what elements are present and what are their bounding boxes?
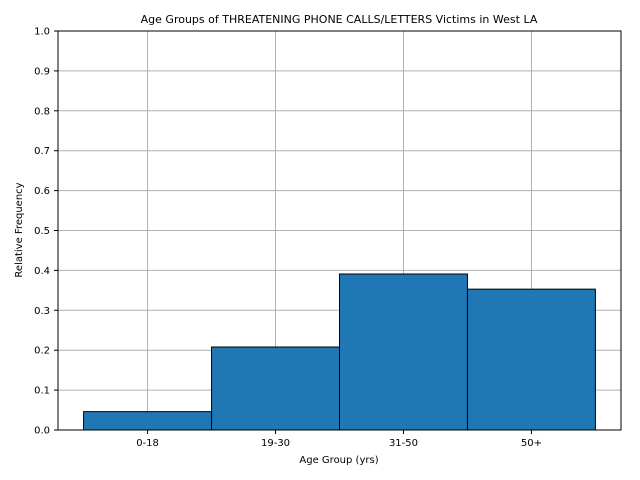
y-tick-label: 0.6: [34, 186, 50, 197]
y-tick-label: 0.9: [34, 66, 50, 77]
bar: [339, 273, 468, 431]
x-tick-label: 19-30: [261, 438, 290, 449]
y-tick-label: 0.0: [34, 426, 50, 437]
chart-title: Age Groups of THREATENING PHONE CALLS/LE…: [141, 13, 538, 26]
y-tick-label: 0.1: [34, 386, 50, 397]
y-axis: 0.0 0.1 0.2 0.3 0.4 0.5 0.6 0.7 0.8 0.9 1.0: [34, 27, 58, 437]
y-tick-label: 0.3: [34, 306, 50, 317]
x-tick-label: 50+: [521, 438, 542, 449]
x-axis-label: Age Group (yrs): [299, 455, 378, 466]
y-tick-label: 0.4: [34, 266, 50, 277]
bars: [83, 273, 596, 431]
y-tick-label: 0.5: [34, 226, 50, 237]
y-tick-label: 0.7: [34, 146, 50, 157]
bar: [211, 346, 340, 431]
y-tick-label: 0.2: [34, 346, 50, 357]
x-axis: 0-18 19-30 31-50 50+: [136, 430, 542, 449]
y-axis-label: Relative Frequency: [14, 182, 25, 277]
bar: [83, 411, 213, 431]
y-tick-label: 0.8: [34, 106, 50, 117]
y-tick-label: 1.0: [34, 27, 50, 38]
bar: [466, 288, 596, 431]
x-tick-label: 0-18: [136, 438, 159, 449]
x-tick-label: 31-50: [389, 438, 418, 449]
